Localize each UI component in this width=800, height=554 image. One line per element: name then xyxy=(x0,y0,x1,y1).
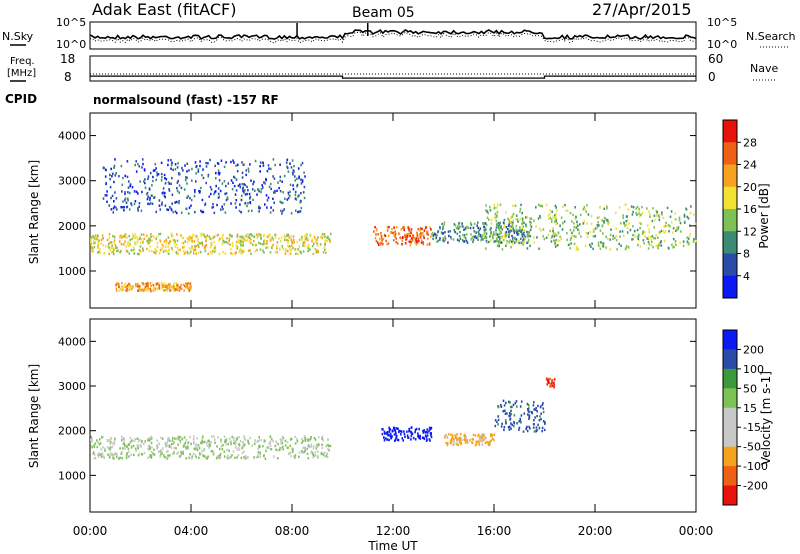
velocity-cbar-tick-label: 50 xyxy=(743,382,757,395)
power-cbar-tick-label: 4 xyxy=(743,270,750,283)
power-ytick-label: 1000 xyxy=(58,265,86,278)
power-ytick-label: 3000 xyxy=(58,175,86,188)
power-cbar-label: Power [dB] xyxy=(757,183,771,248)
power-scatter xyxy=(90,158,698,293)
velocity-cbar-label: Velocity [m s-1] xyxy=(759,371,773,465)
nave-tick-bottom: 0 xyxy=(708,70,716,84)
velocity-region-red-patch xyxy=(545,377,556,389)
power-region-evening-band xyxy=(483,203,698,251)
velocity-cbar-tick-label: 100 xyxy=(743,363,764,376)
freq-left-label-2: [MHz] xyxy=(7,68,36,79)
freq-left-label-1: Freq. xyxy=(10,56,35,67)
velocity-cbar-tick-label: -200 xyxy=(743,480,768,493)
power-region-main-echo-band xyxy=(90,232,332,256)
noise-right-label: N.Search xyxy=(746,30,796,43)
power-colorbar: 4 8 12 16 20 24 28 xyxy=(722,119,757,299)
nave-tick-top: 60 xyxy=(708,52,723,66)
velocity-region-afternoon-orange xyxy=(444,432,496,447)
x-tick-label: 20:00 xyxy=(578,524,613,538)
power-cbar-tick-label: 16 xyxy=(743,203,757,216)
power-cbar-tick-label: 20 xyxy=(743,181,757,194)
velocity-cbar-tick-label: -50 xyxy=(743,441,761,454)
noise-left-tick-bottom: 10^0 xyxy=(56,38,86,51)
beam-title: Beam 05 xyxy=(352,5,415,21)
x-axis: 00:00 04:00 08:00 12:00 16:00 20:00 00:00 xyxy=(73,113,714,538)
power-cbar-tick-label: 12 xyxy=(743,225,757,238)
power-region-near-range-patch xyxy=(115,281,193,293)
velocity-ylabel: Slant Range [km] xyxy=(27,364,41,468)
velocity-region-low-velocity-band xyxy=(90,435,332,460)
velocity-region-noon-blue-patch xyxy=(381,426,433,442)
velocity-scatter xyxy=(90,377,556,460)
velocity-ytick-label: 2000 xyxy=(58,425,86,438)
power-panel-frame xyxy=(89,112,697,309)
freq-panel-frame xyxy=(89,55,697,82)
velocity-cbar-tick-label: 200 xyxy=(743,343,764,356)
freq-traces xyxy=(90,73,696,79)
velocity-colorbar: -200 -100 -50 -15 15 50 100 200 xyxy=(722,329,768,506)
noise-sky-trace xyxy=(89,29,697,41)
freq-tick-bottom: 8 xyxy=(64,70,72,84)
power-cbar-tick-label: 24 xyxy=(743,159,757,172)
velocity-cbar-tick-label: -100 xyxy=(743,460,768,473)
velocity-ytick-label: 1000 xyxy=(58,469,86,482)
freq-tick-top: 18 xyxy=(60,52,75,66)
freq-trace xyxy=(90,75,696,79)
velocity-panel-frame xyxy=(89,318,697,513)
cpid-text: normalsound (fast) -157 RF xyxy=(93,93,279,107)
x-tick-label: 00:00 xyxy=(73,524,108,538)
velocity-cbar-tick-label: -15 xyxy=(743,421,761,434)
x-tick-label: 16:00 xyxy=(477,524,512,538)
noise-right-tick-bottom: 10^0 xyxy=(707,38,737,51)
power-cbar-tick-label: 8 xyxy=(743,248,750,261)
power-region-far-range-scatter xyxy=(102,158,306,215)
power-ylabel: Slant Range [km] xyxy=(27,160,41,264)
noise-left-tick-top: 10^5 xyxy=(56,16,86,29)
velocity-ytick-label: 4000 xyxy=(58,335,86,348)
power-y-axis: 1000 2000 3000 4000 xyxy=(58,130,696,278)
date-title: 27/Apr/2015 xyxy=(592,0,692,19)
power-ytick-label: 4000 xyxy=(58,130,86,143)
x-tick-label: 12:00 xyxy=(376,524,411,538)
power-ytick-label: 2000 xyxy=(58,220,86,233)
velocity-y-axis: 1000 2000 3000 4000 xyxy=(58,335,696,482)
noise-panel-frame xyxy=(89,21,697,50)
noise-right-tick-top: 10^5 xyxy=(707,16,737,29)
x-axis-title: Time UT xyxy=(367,539,418,553)
x-tick-label: 08:00 xyxy=(275,524,310,538)
cpid-label: CPID xyxy=(5,92,37,106)
x-tick-label: 04:00 xyxy=(174,524,209,538)
station-title: Adak East (fitACF) xyxy=(92,0,236,19)
power-region-noon-strong-echo xyxy=(373,225,432,247)
power-region-afternoon-band xyxy=(431,221,533,244)
velocity-cbar-tick-label: 15 xyxy=(743,402,757,415)
nave-label: Nave xyxy=(750,62,778,75)
noise-left-label: N.Sky xyxy=(2,30,34,43)
velocity-ytick-label: 3000 xyxy=(58,380,86,393)
x-tick-label: 00:00 xyxy=(679,524,714,538)
power-cbar-tick-label: 28 xyxy=(743,136,757,149)
velocity-region-green-patch xyxy=(494,399,546,433)
noise-traces xyxy=(89,23,697,44)
